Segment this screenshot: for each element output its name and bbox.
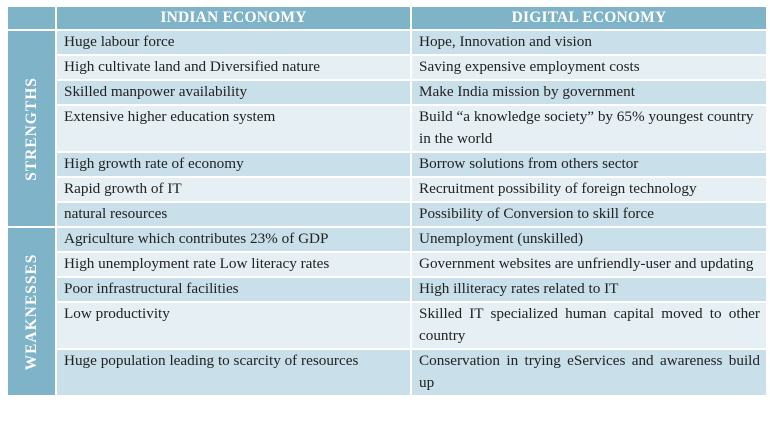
indian-economy-cell: Skilled manpower availability: [57, 81, 410, 104]
header-corner-cell: [8, 7, 55, 29]
digital-economy-cell: Hope, Innovation and vision: [412, 31, 766, 54]
digital-economy-cell: Recruitment possibility of foreign techn…: [412, 178, 766, 201]
digital-economy-cell: Saving expensive employment costs: [412, 56, 766, 79]
section-label-strengths: STRENGTHS: [8, 31, 55, 226]
header-digital-economy: DIGITAL ECONOMY: [412, 7, 766, 29]
digital-economy-cell: Unemployment (unskilled): [412, 228, 766, 251]
indian-economy-cell: Extensive higher education system: [57, 106, 410, 151]
digital-economy-cell: Borrow solutions from others sector: [412, 153, 766, 176]
table-row: WEAKNESSES Agriculture which contributes …: [8, 228, 766, 395]
indian-economy-cell: High unemployment rate Low literacy rate…: [57, 253, 410, 276]
section-label-weaknesses: WEAKNESSES: [8, 228, 55, 395]
indian-economy-cell: Poor infrastructural facilities: [57, 278, 410, 301]
indian-economy-cell: High growth rate of economy: [57, 153, 410, 176]
header-row: INDIAN ECONOMY DIGITAL ECONOMY: [8, 7, 766, 29]
indian-economy-cell: Low productivity: [57, 303, 410, 348]
table-row: natural resources Possibility of Conversi…: [8, 203, 766, 226]
digital-economy-cell: Skilled IT specialized human capital mov…: [412, 303, 766, 348]
swot-comparison-table: INDIAN ECONOMY DIGITAL ECONOMY STRENGTHS…: [6, 5, 768, 397]
digital-economy-cell: Government websites are unfriendly-user …: [412, 253, 766, 276]
indian-economy-cell: Agriculture which contributes 23% of GDP: [57, 228, 410, 251]
header-indian-economy: INDIAN ECONOMY: [57, 7, 410, 29]
table-row: STRENGTHS Huge labour force Hope, Innovati…: [8, 31, 766, 226]
section-label-text: STRENGTHS: [22, 76, 40, 181]
table-row: High growth rate of economy Borrow soluti…: [8, 153, 766, 176]
indian-economy-cell: Huge labour force: [57, 31, 410, 54]
digital-economy-cell: Make India mission by government: [412, 81, 766, 104]
table-row: Extensive higher education system Build “…: [8, 106, 766, 151]
digital-economy-cell: High illiteracy rates related to IT: [412, 278, 766, 301]
table-row: Low productivity Skilled IT specialized h…: [8, 303, 766, 348]
table-row: Huge population leading to scarcity of r…: [8, 350, 766, 395]
indian-economy-cell: High cultivate land and Diversified natu…: [57, 56, 410, 79]
section-label-text: WEAKNESSES: [22, 253, 40, 370]
digital-economy-cell: Build “a knowledge society” by 65% young…: [412, 106, 766, 151]
table-row: Poor infrastructural facilities High illi…: [8, 278, 766, 301]
table-row: Skilled manpower availability Make India …: [8, 81, 766, 104]
table-body: STRENGTHS Huge labour force Hope, Innovati…: [8, 31, 766, 395]
indian-economy-cell: Rapid growth of IT: [57, 178, 410, 201]
indian-economy-cell: natural resources: [57, 203, 410, 226]
table-row: Rapid growth of IT Recruitment possibilit…: [8, 178, 766, 201]
digital-economy-cell: Conservation in trying eServices and awa…: [412, 350, 766, 395]
table-row: High unemployment rate Low literacy rate…: [8, 253, 766, 276]
table-row: High cultivate land and Diversified natu…: [8, 56, 766, 79]
indian-economy-cell: Huge population leading to scarcity of r…: [57, 350, 410, 395]
digital-economy-cell: Possibility of Conversion to skill force: [412, 203, 766, 226]
